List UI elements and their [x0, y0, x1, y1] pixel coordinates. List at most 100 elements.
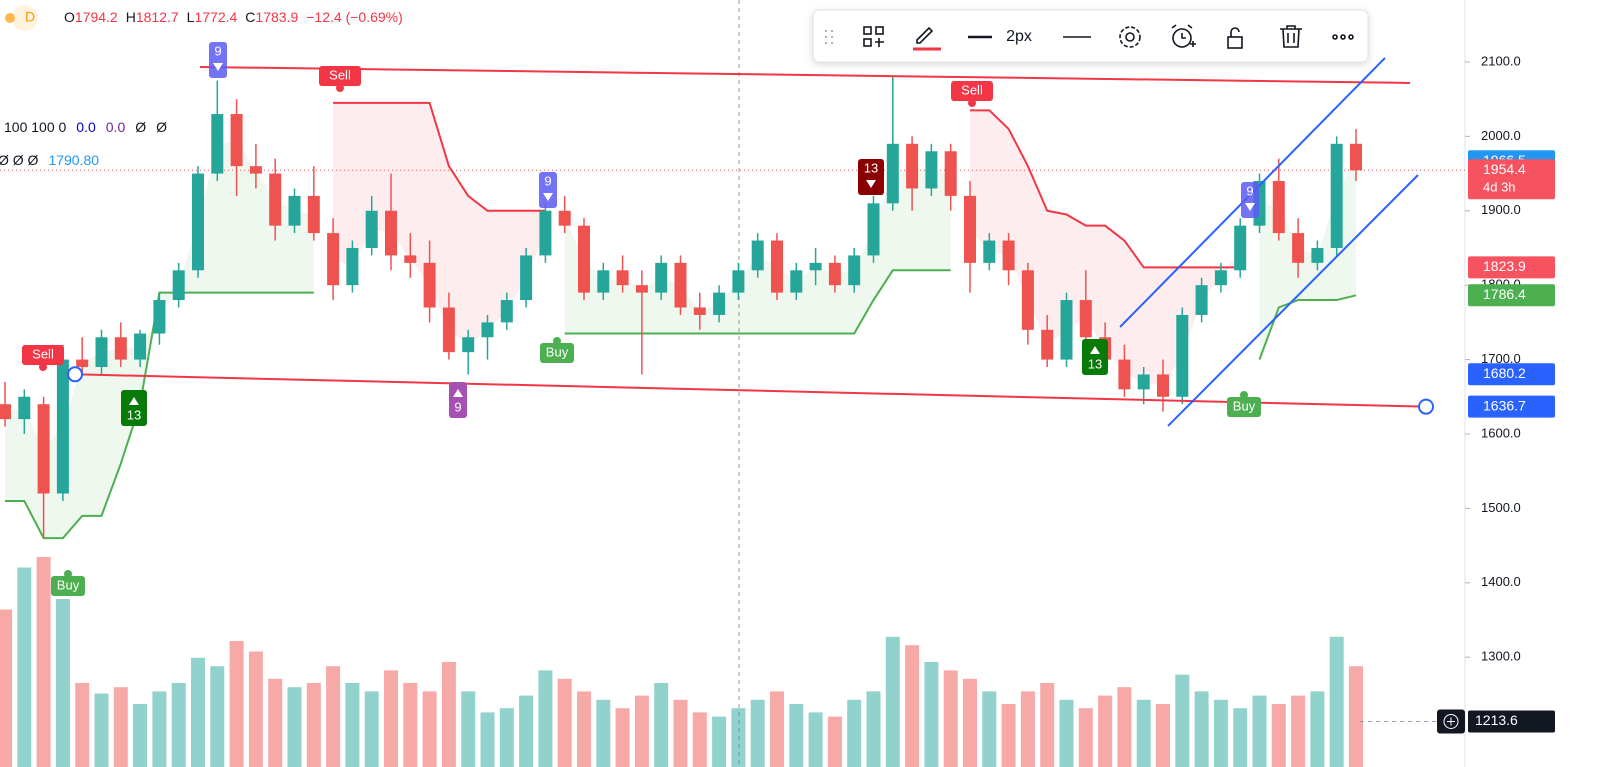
signal-label: 9: [454, 399, 461, 414]
signal-badge: [22, 345, 64, 365]
candle-body: [925, 151, 938, 189]
candle-body: [500, 300, 513, 323]
line-width-label[interactable]: 2px: [1006, 28, 1032, 45]
signal-label: Buy: [57, 577, 80, 592]
candle-body: [828, 262, 841, 286]
trend-line: [1167, 174, 1419, 427]
price-tag-label: 1680.2: [1483, 365, 1526, 381]
price-tag: [1468, 363, 1555, 386]
candle-body: [732, 270, 745, 293]
volume-bar: [731, 708, 746, 767]
candle-body: [1176, 314, 1189, 397]
signal-badge: [1241, 182, 1259, 218]
ohlc-key: O: [64, 9, 75, 25]
volume-bar: [1329, 636, 1344, 767]
signal-dot: [336, 84, 344, 92]
candle-body: [1272, 181, 1285, 234]
volume-bar: [712, 716, 727, 767]
supertrend-fill: [1259, 157, 1356, 360]
trend-line: [199, 65, 1411, 84]
drawing-toolbar: [812, 9, 1369, 63]
volume-bar: [750, 699, 765, 767]
price-tag-label: 1636.7: [1483, 397, 1526, 413]
volume-bar: [654, 683, 669, 767]
supertrend-fill: [5, 140, 314, 539]
candle-body: [771, 240, 783, 293]
volume-bar: [1059, 699, 1074, 767]
volume-bar: [499, 708, 514, 767]
candle-body: [790, 270, 803, 293]
volume-bar: [577, 691, 591, 767]
volume-bar: [634, 695, 649, 767]
signal-badge: [449, 382, 467, 418]
volume-bar: [885, 636, 900, 767]
candle-body: [578, 225, 590, 293]
candle-body: [37, 404, 50, 494]
candle-body: [1292, 233, 1305, 263]
candle-body: [134, 333, 147, 360]
plus-icon: [1447, 717, 1455, 726]
candle-body: [520, 255, 533, 301]
candle-body: [211, 114, 224, 174]
volume-bar: [36, 557, 51, 767]
signal-label: 13: [864, 160, 878, 175]
volume-bar: [1040, 683, 1055, 767]
volume-bar: [596, 699, 611, 767]
volume-bar: [519, 695, 534, 767]
volume-bar: [1156, 704, 1170, 767]
volume-bar: [1001, 704, 1016, 767]
signal-arrow: [543, 193, 553, 201]
crosshair-label: 1213.6: [1475, 712, 1518, 728]
volume-bar: [770, 691, 784, 767]
candle-body: [462, 337, 475, 353]
y-tick-label: 2100.0: [1481, 53, 1521, 68]
plot: Sell Buy 13 9 Sell 9 9 Buy 13 Sell 13 9 Buy: [0, 0, 1465, 767]
volume-bar: [1310, 691, 1325, 767]
volume-bar: [229, 641, 244, 767]
candle-body: [385, 210, 397, 256]
candle-body: [1195, 285, 1208, 315]
toolbar-icons[interactable]: [825, 24, 1354, 51]
volume-bar: [673, 699, 688, 767]
price-tag-label: 1786.4: [1483, 286, 1526, 302]
candle-body: [192, 173, 204, 271]
volume-bar: [905, 645, 920, 767]
volume-bar: [287, 687, 302, 767]
volume-bar: [866, 691, 881, 767]
candle-body: [635, 285, 648, 293]
candle-body: [539, 210, 552, 256]
volume-bar: [1175, 674, 1190, 767]
signal-badge: [319, 66, 361, 86]
candle-body: [1041, 329, 1054, 360]
candle-body: [964, 195, 976, 263]
signal-dot: [39, 363, 47, 371]
crosshair-tag: [1468, 710, 1555, 733]
signal-label: Buy: [1233, 398, 1256, 413]
candle-body: [1157, 374, 1169, 397]
signal-badge: [540, 343, 574, 363]
volume-bar: [461, 691, 476, 767]
volume-bar: [133, 704, 148, 767]
candle-body: [95, 337, 108, 368]
supertrend-fill: [970, 110, 1241, 386]
signal-label: 9: [1246, 183, 1253, 198]
volume-bar: [615, 708, 630, 767]
volume-bar: [1271, 704, 1286, 767]
volume-bar: [963, 678, 977, 767]
volume-bar: [384, 670, 398, 767]
indicator-value: Ø: [135, 119, 146, 135]
y-tick-label: 1900.0: [1481, 202, 1521, 217]
volume-bar: [827, 716, 842, 767]
candle-body: [1060, 300, 1073, 360]
candle-body: [288, 195, 301, 226]
volume-bar: [1213, 699, 1228, 767]
interval-badge: [12, 5, 38, 31]
volume-bar: [94, 693, 109, 767]
candle-body: [1350, 143, 1362, 171]
supertrend-down: [970, 109, 1241, 269]
y-tick-label: 1700.0: [1481, 351, 1521, 366]
volume-bar: [191, 657, 205, 767]
signal-badge: [1082, 339, 1108, 375]
volume-bar: [538, 670, 553, 767]
candle-body: [616, 270, 629, 286]
